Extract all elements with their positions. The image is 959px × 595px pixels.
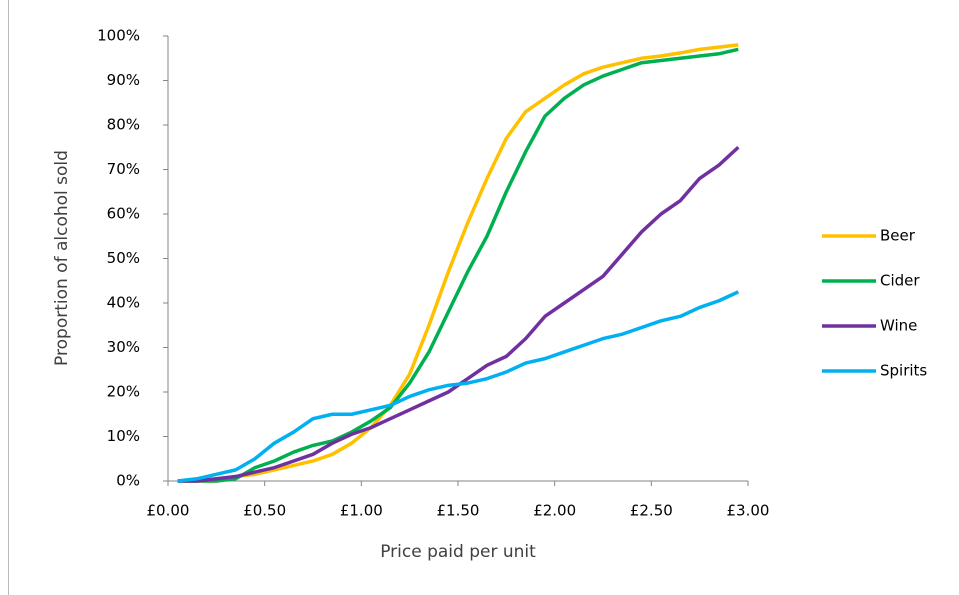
y-tick-label: 40% [107, 294, 140, 312]
x-axis-label: Price paid per unit [380, 542, 536, 562]
y-tick-label: 10% [107, 427, 140, 445]
y-tick-label: 60% [107, 205, 140, 223]
y-tick-label: 70% [107, 160, 140, 178]
y-tick-label: 30% [107, 338, 140, 356]
x-tick-label: £2.50 [630, 502, 673, 520]
y-tick-label: 0% [116, 472, 140, 490]
line-series [177, 145, 740, 483]
x-tick-label: £2.00 [533, 502, 576, 520]
y-tick-label: 90% [107, 71, 140, 89]
line-series [177, 43, 739, 483]
line-series [177, 290, 740, 483]
y-tick-label: 100% [97, 27, 140, 45]
legend-label: Wine [880, 317, 917, 335]
y-tick-label: 20% [107, 383, 140, 401]
x-tick-label: £0.00 [147, 502, 190, 520]
legend-label: Beer [880, 227, 916, 245]
legend-label: Cider [880, 272, 920, 290]
y-tick-label: 50% [107, 249, 140, 267]
x-tick-label: £3.00 [727, 502, 770, 520]
x-tick-label: £1.50 [437, 502, 480, 520]
y-tick-label: 80% [107, 116, 140, 134]
x-tick-label: £1.00 [340, 502, 383, 520]
y-axis-label: Proportion of alcohol sold [52, 150, 72, 366]
legend-label: Spirits [880, 362, 927, 380]
line-series [177, 47, 739, 483]
x-tick-label: £0.50 [243, 502, 286, 520]
